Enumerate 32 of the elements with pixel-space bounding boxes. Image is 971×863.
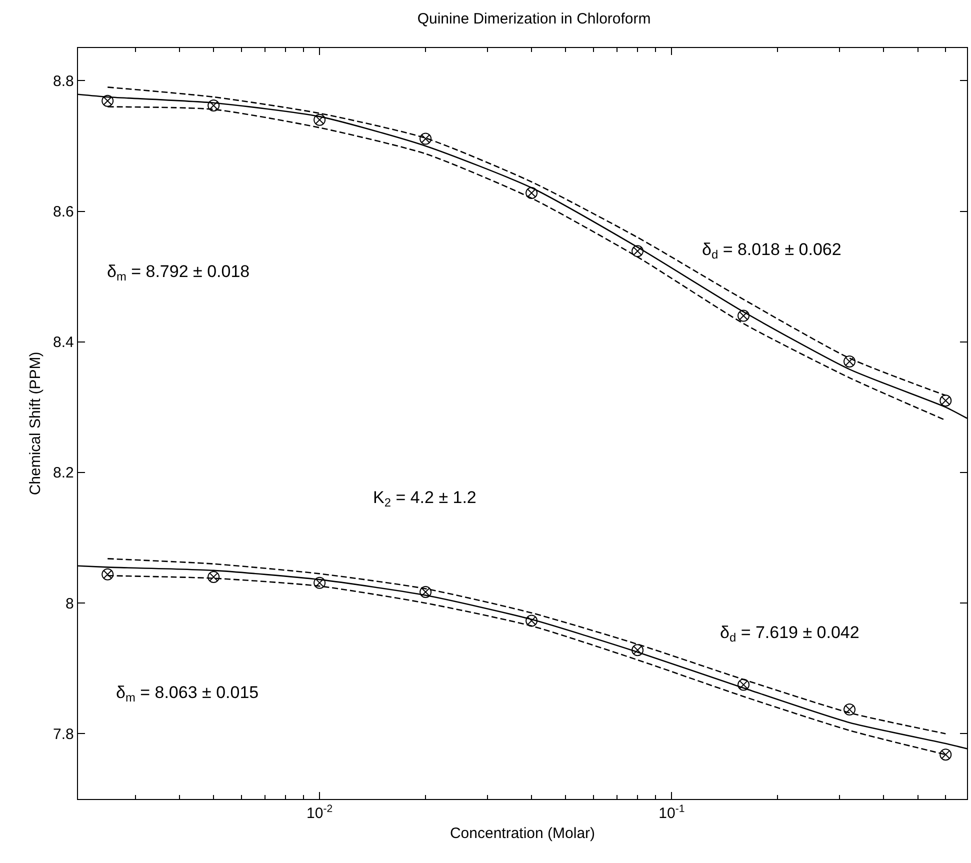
point <box>844 704 856 716</box>
point <box>420 586 432 598</box>
y-tick-label: 8.4 <box>52 334 74 352</box>
y-axis-title: Chemical Shift (PPM) <box>27 352 44 496</box>
annotation: δ$_{m}$ = 8.063 ± 0.015 <box>116 683 259 705</box>
annotation: δ$_{d}$ = 8.018 ± 0.062 <box>702 240 842 262</box>
point <box>844 355 856 368</box>
point <box>526 614 538 627</box>
y-tick-label: 8.8 <box>52 72 74 90</box>
point <box>102 94 114 107</box>
point <box>314 576 326 589</box>
x-axis-title: Concentration (Molar) <box>450 825 596 842</box>
point <box>420 132 432 145</box>
y-tick-label: 7.8 <box>52 726 74 743</box>
point <box>632 644 644 656</box>
y-tick-label: 8.2 <box>52 464 74 482</box>
point <box>738 310 750 322</box>
chart-title: Quinine Dimerization in Chloroform <box>417 10 651 28</box>
point <box>526 186 538 199</box>
point <box>102 568 114 580</box>
point <box>738 678 750 691</box>
x-tick-label: 10$^{-1}$ <box>658 802 685 822</box>
point <box>314 114 326 126</box>
point <box>208 99 220 112</box>
annotation: δ$_{m}$ = 8.792 ± 0.018 <box>107 262 250 284</box>
annotation: δ$_{d}$ = 7.619 ± 0.042 <box>720 623 860 645</box>
annotation: K$_{2}$ = 4.2 ± 1.2 <box>373 488 476 510</box>
point <box>208 570 220 583</box>
point <box>632 245 644 258</box>
y-tick-label: 8.6 <box>52 204 74 221</box>
y-tick-label: 8 <box>66 595 74 612</box>
x-tick-label: 10$^{-2}$ <box>306 802 333 822</box>
